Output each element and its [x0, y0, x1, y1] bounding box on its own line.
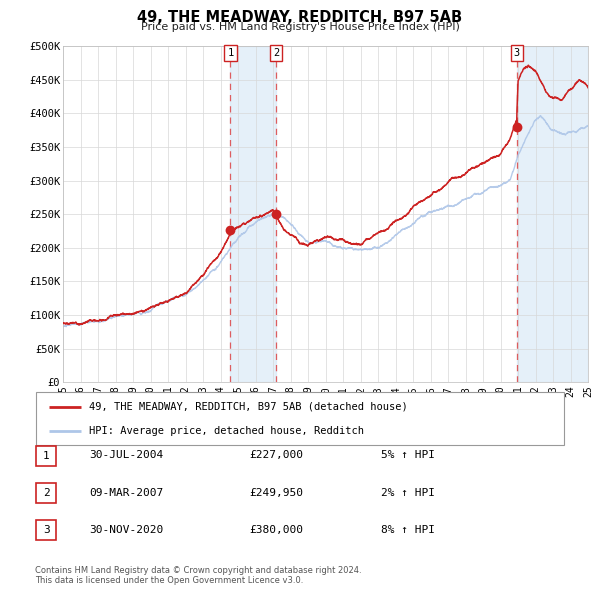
Bar — [230, 46, 277, 382]
Point — [226, 225, 235, 234]
Bar — [517, 46, 588, 382]
Text: £249,950: £249,950 — [249, 488, 303, 497]
Text: £380,000: £380,000 — [249, 525, 303, 535]
Text: 49, THE MEADWAY, REDDITCH, B97 5AB: 49, THE MEADWAY, REDDITCH, B97 5AB — [137, 10, 463, 25]
Text: 8% ↑ HPI: 8% ↑ HPI — [381, 525, 435, 535]
Text: 2% ↑ HPI: 2% ↑ HPI — [381, 488, 435, 497]
FancyBboxPatch shape — [36, 520, 56, 540]
Point — [272, 209, 281, 219]
Text: 5% ↑ HPI: 5% ↑ HPI — [381, 451, 435, 460]
Text: 1: 1 — [227, 48, 233, 58]
Text: 30-JUL-2004: 30-JUL-2004 — [89, 451, 163, 460]
FancyBboxPatch shape — [36, 392, 564, 445]
Text: 1: 1 — [43, 451, 50, 461]
Text: This data is licensed under the Open Government Licence v3.0.: This data is licensed under the Open Gov… — [35, 576, 303, 585]
Text: 30-NOV-2020: 30-NOV-2020 — [89, 525, 163, 535]
Text: Contains HM Land Registry data © Crown copyright and database right 2024.: Contains HM Land Registry data © Crown c… — [35, 566, 361, 575]
Text: 09-MAR-2007: 09-MAR-2007 — [89, 488, 163, 497]
FancyBboxPatch shape — [36, 446, 56, 466]
Text: 3: 3 — [43, 526, 50, 535]
Text: £227,000: £227,000 — [249, 451, 303, 460]
Text: 3: 3 — [514, 48, 520, 58]
Text: Price paid vs. HM Land Registry's House Price Index (HPI): Price paid vs. HM Land Registry's House … — [140, 22, 460, 32]
FancyBboxPatch shape — [36, 483, 56, 503]
Text: 2: 2 — [273, 48, 280, 58]
Text: 49, THE MEADWAY, REDDITCH, B97 5AB (detached house): 49, THE MEADWAY, REDDITCH, B97 5AB (deta… — [89, 402, 407, 412]
Point — [512, 122, 521, 132]
Text: HPI: Average price, detached house, Redditch: HPI: Average price, detached house, Redd… — [89, 426, 364, 436]
Text: 2: 2 — [43, 489, 50, 498]
